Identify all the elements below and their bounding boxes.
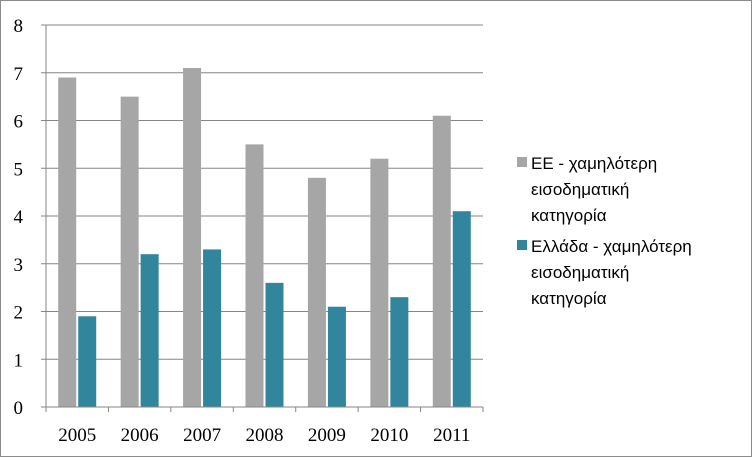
x-tick-label: 2008 (246, 425, 284, 446)
gridlines (46, 24, 483, 360)
bar-greece-2010 (390, 297, 409, 407)
y-tick-label: 2 (14, 303, 24, 324)
x-tick-label: 2009 (308, 425, 346, 446)
bar-greece-2011 (452, 211, 471, 407)
y-tick-label: 1 (14, 350, 24, 371)
legend-swatch-greece (517, 240, 527, 250)
legend-label-line: Ελλάδα - χαμηλότερη (531, 237, 692, 256)
bar-greece-2005 (78, 316, 97, 407)
bar-greece-2008 (265, 282, 284, 407)
x-tick-label: 2011 (433, 425, 470, 446)
y-tick-label: 8 (14, 16, 24, 37)
legend-label-line: ΕΕ - χαμηλότερη (531, 154, 657, 173)
bar-eu-2005 (58, 77, 77, 408)
bar-eu-2009 (307, 177, 326, 407)
x-tick-label: 2005 (58, 425, 96, 446)
y-tick-label: 5 (14, 159, 24, 180)
axes (41, 24, 484, 412)
y-tick-label: 7 (14, 64, 24, 85)
bar-greece-2006 (140, 254, 159, 407)
bar-greece-2009 (327, 306, 346, 407)
y-tick-label: 4 (14, 207, 24, 228)
bar-eu-2006 (120, 96, 139, 407)
bars (58, 67, 471, 408)
bar-eu-2007 (183, 67, 202, 407)
x-tick-label: 2007 (183, 425, 221, 446)
legend: ΕΕ - χαμηλότερη εισοδηματική κατηγορία Ελλά… (517, 154, 692, 308)
y-tick-label: 6 (14, 112, 24, 133)
legend-label-line: κατηγορία (531, 289, 607, 308)
x-tick-label: 2006 (121, 425, 159, 446)
y-tick-label: 3 (14, 255, 24, 276)
legend-label-line: εισοδηματική (531, 180, 629, 199)
bar-eu-2008 (245, 144, 264, 407)
bar-eu-2011 (432, 115, 451, 407)
tick-labels: 0 1 2 3 4 5 6 7 8 2005 2006 2007 2008 2009 2010 2011 (14, 16, 471, 446)
x-tick-label: 2010 (370, 425, 408, 446)
bar-greece-2007 (203, 249, 222, 407)
legend-label-line: εισοδηματική (531, 263, 629, 282)
legend-label-line: κατηγορία (531, 206, 607, 225)
y-tick-label: 0 (14, 398, 24, 419)
legend-swatch-eu (517, 157, 527, 167)
bar-eu-2010 (370, 158, 389, 407)
